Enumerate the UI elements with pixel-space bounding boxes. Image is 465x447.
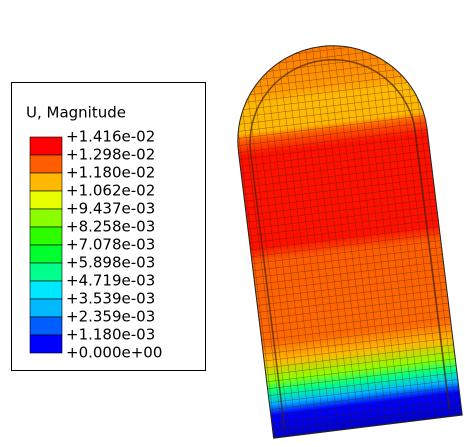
legend-label: +7.078e-03 — [66, 236, 155, 254]
legend-swatch — [29, 316, 63, 336]
legend-label: +0.000e+00 — [66, 344, 162, 362]
model — [226, 34, 463, 439]
legend-swatch — [29, 226, 63, 246]
legend: +1.416e-02+1.298e-02+1.180e-02+1.062e-02… — [29, 128, 162, 362]
legend-label: +2.359e-03 — [66, 308, 155, 326]
legend-label: +4.719e-03 — [66, 272, 155, 290]
legend-swatch — [29, 154, 63, 174]
legend-label: +5.898e-03 — [66, 254, 155, 272]
legend-label: +1.298e-02 — [66, 146, 155, 164]
legend-label: +1.180e-02 — [66, 164, 155, 182]
legend-swatch — [29, 262, 63, 282]
legend-swatch — [29, 190, 63, 210]
legend-swatch — [29, 244, 63, 264]
legend-swatch — [29, 280, 63, 300]
legend-swatch — [29, 136, 63, 156]
legend-label: +8.258e-03 — [66, 218, 155, 236]
legend-swatch — [29, 298, 63, 318]
legend-label: +1.062e-02 — [66, 182, 155, 200]
legend-title: U, Magnitude — [26, 104, 126, 122]
legend-swatch — [29, 172, 63, 192]
legend-swatch — [29, 208, 63, 228]
legend-label: +9.437e-03 — [66, 200, 155, 218]
legend-label: +1.416e-02 — [66, 128, 155, 146]
legend-label: +1.180e-03 — [66, 326, 155, 344]
legend-label: +3.539e-03 — [66, 290, 155, 308]
legend-swatch — [29, 334, 63, 354]
